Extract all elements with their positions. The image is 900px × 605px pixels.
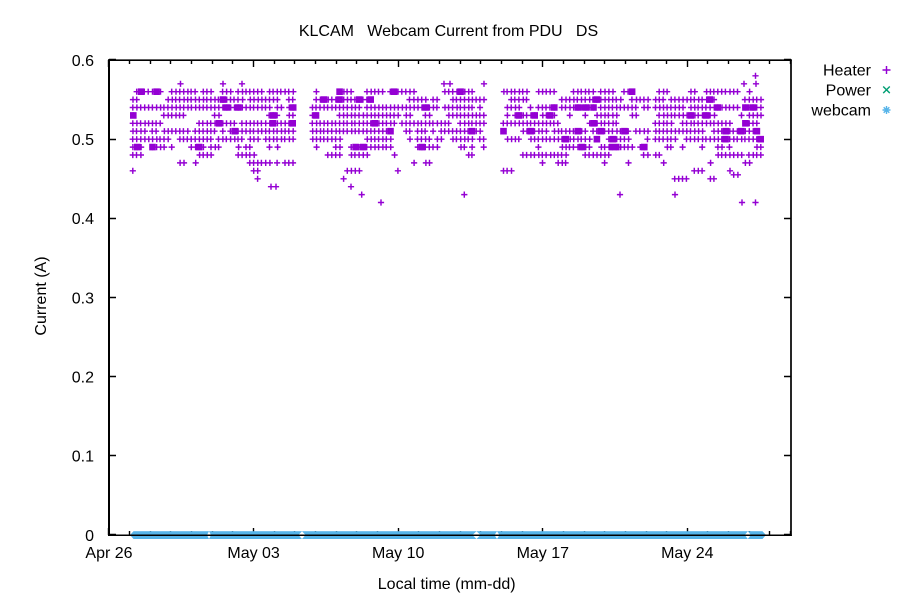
- svg-text:KLCAM Webcam Current from PD: KLCAM Webcam Current from PDU DS: [299, 23, 598, 40]
- svg-text:Apr 26: Apr 26: [85, 545, 132, 562]
- svg-text:May 10: May 10: [372, 545, 425, 562]
- svg-text:Power: Power: [826, 83, 872, 100]
- svg-text:0.2: 0.2: [72, 370, 94, 387]
- svg-text:May 03: May 03: [227, 545, 280, 562]
- svg-text:webcam: webcam: [810, 103, 871, 120]
- svg-text:0.4: 0.4: [72, 211, 94, 228]
- svg-text:0.5: 0.5: [72, 132, 94, 149]
- svg-text:Current (A): Current (A): [33, 256, 50, 335]
- svg-text:Local time (mm-dd): Local time (mm-dd): [378, 576, 516, 593]
- svg-text:0.1: 0.1: [72, 449, 94, 466]
- svg-text:Heater: Heater: [823, 63, 872, 80]
- svg-text:May 17: May 17: [517, 545, 570, 562]
- svg-text:0.3: 0.3: [72, 290, 94, 307]
- svg-text:0: 0: [85, 528, 94, 545]
- svg-text:May 24: May 24: [661, 545, 714, 562]
- svg-text:0.6: 0.6: [72, 53, 94, 70]
